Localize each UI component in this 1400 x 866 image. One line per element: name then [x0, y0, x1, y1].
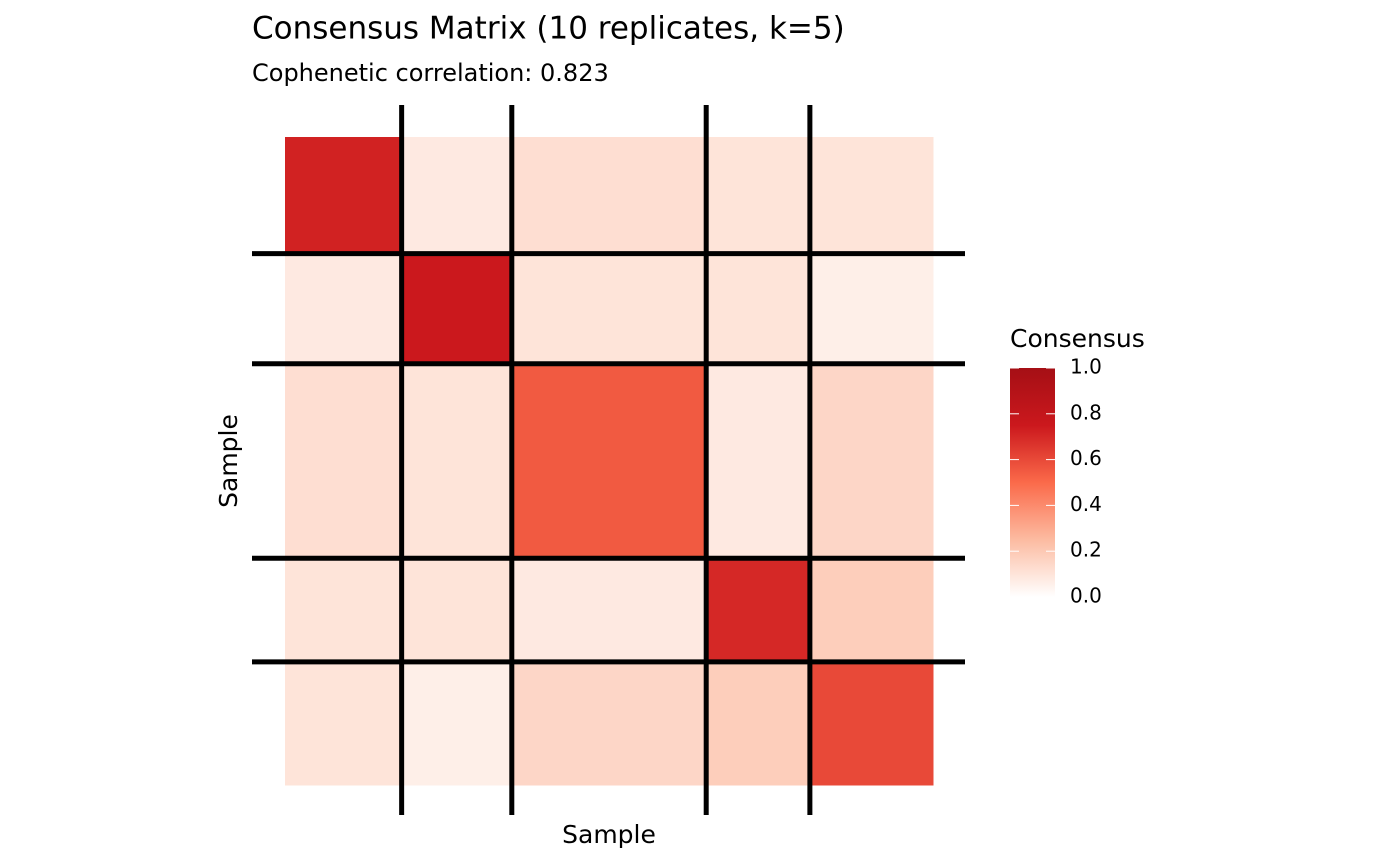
cell — [401, 137, 513, 255]
colorbar-tick-label: 0.2 — [1070, 538, 1102, 562]
cell — [511, 137, 707, 255]
cell — [401, 253, 513, 365]
cell — [285, 137, 403, 255]
cell — [809, 137, 934, 255]
matrix — [285, 137, 934, 786]
colorbar-tick-label: 0.4 — [1070, 492, 1102, 516]
chart-subtitle: Cophenetic correlation: 0.823 — [252, 59, 609, 87]
cell — [809, 363, 934, 559]
colorbar-tick-label: 0.0 — [1070, 584, 1102, 608]
cell — [809, 558, 934, 663]
cell — [706, 363, 811, 559]
cell — [706, 253, 811, 365]
cell — [809, 253, 934, 365]
colorbar — [1010, 368, 1055, 597]
cell — [401, 661, 513, 786]
cell — [706, 137, 811, 255]
cell — [511, 661, 707, 786]
cell — [401, 558, 513, 663]
colorbar-tick-label: 0.6 — [1070, 446, 1102, 470]
chart-title: Consensus Matrix (10 replicates, k=5) — [252, 11, 845, 47]
cell — [285, 363, 403, 559]
cell — [706, 558, 811, 663]
cell — [706, 661, 811, 786]
colorbar-tick-label: 0.8 — [1070, 400, 1102, 424]
y-axis-label: Sample — [214, 414, 243, 508]
cell — [809, 661, 934, 786]
legend-title: Consensus — [1010, 324, 1145, 353]
cell — [511, 558, 707, 663]
colorbar-tick-label: 1.0 — [1070, 355, 1102, 379]
legend: 0.0 0.2 0.4 0.6 0.8 1.0 — [1010, 355, 1102, 608]
cell — [511, 253, 707, 365]
separators — [252, 105, 965, 815]
cell — [285, 661, 403, 786]
cell — [401, 363, 513, 559]
cell — [511, 363, 707, 559]
cell — [285, 253, 403, 365]
x-axis-label: Sample — [562, 820, 656, 849]
cell — [285, 558, 403, 663]
